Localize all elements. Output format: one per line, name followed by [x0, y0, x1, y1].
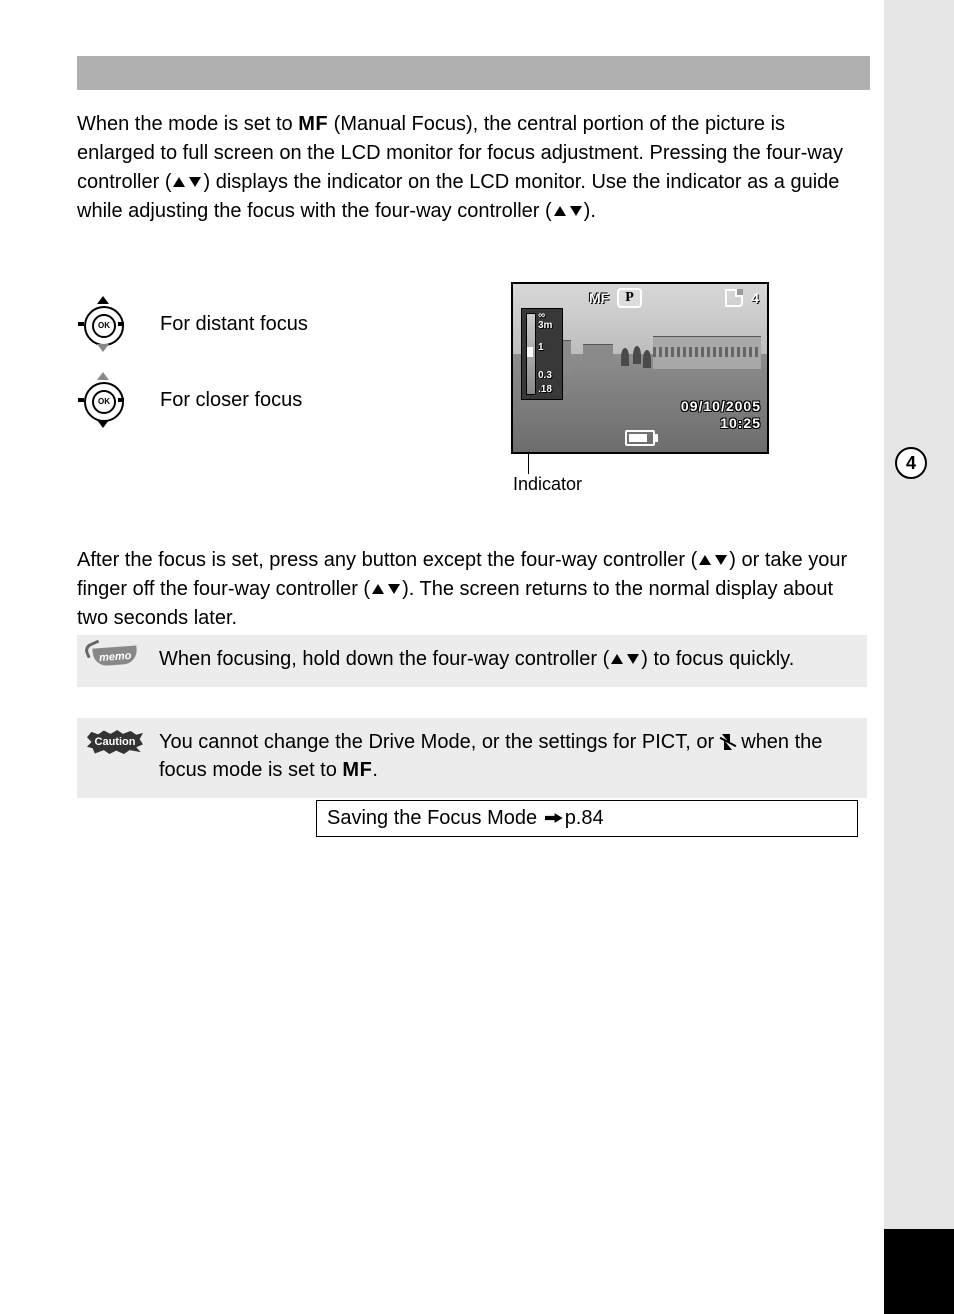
right-margin-rail: [884, 0, 954, 1314]
lcd-preview: MF P 4 ∞ 3m 1 0.3 .18 09/10/2005 10:25: [511, 282, 769, 454]
ref-text: Saving the Focus Mode: [327, 807, 543, 829]
memo-note: memo When focusing, hold down the four-w…: [77, 635, 867, 687]
text: After the focus is set, press any button…: [77, 549, 697, 571]
controller-legend: OK For distant focus OK For closer focus: [82, 296, 308, 448]
right-rail-thumb-tab: [884, 1229, 954, 1314]
callout-leader-line: [528, 454, 529, 474]
text: When the mode is set to: [77, 113, 298, 135]
focus-slider: [527, 347, 533, 357]
up-arrow-icon: [372, 584, 384, 594]
post-focus-paragraph: After the focus is set, press any button…: [77, 546, 855, 633]
focus-indicator-scale: ∞ 3m 1 0.3 .18: [521, 308, 563, 400]
text: When focusing, hold down the four-way co…: [159, 648, 609, 670]
down-arrow-icon: [627, 654, 639, 664]
memo-badge: memo: [87, 647, 143, 665]
distant-focus-label: For distant focus: [160, 313, 308, 336]
ok-controller-down-icon: OK: [82, 376, 130, 424]
caution-note: Caution You cannot change the Drive Mode…: [77, 718, 867, 798]
up-arrow-icon: [554, 206, 566, 216]
scale-mark: 3m: [538, 321, 552, 331]
down-arrow-icon: [715, 555, 727, 565]
lcd-mf-label: MF: [589, 290, 609, 306]
lcd-datetime: 09/10/2005 10:25: [681, 398, 761, 432]
text: You cannot change the Drive Mode, or the…: [159, 731, 720, 753]
ok-controller-up-icon: OK: [82, 300, 130, 348]
cross-reference-box: Saving the Focus Mode p.84: [316, 800, 858, 837]
lcd-mode-icon: P: [617, 288, 642, 308]
battery-icon: [625, 430, 655, 446]
memory-card-icon: [725, 289, 743, 307]
remaining-shots: 4: [751, 290, 759, 306]
closer-focus-row: OK For closer focus: [82, 372, 308, 428]
section-number-badge: 4: [895, 447, 927, 479]
down-arrow-icon: [189, 177, 201, 187]
down-arrow-icon: [570, 206, 582, 216]
scale-mark: .18: [538, 385, 552, 395]
pointer-hand-icon: [545, 811, 563, 825]
lcd-date: 09/10/2005: [681, 398, 761, 414]
text: ) to focus quickly.: [641, 648, 794, 670]
mf-label: MF: [298, 113, 328, 135]
down-arrow-icon: [388, 584, 400, 594]
page: 4 When the mode is set to MF (Manual Foc…: [0, 0, 954, 1314]
scale-mark: 1: [538, 343, 544, 353]
no-flash-icon: [720, 734, 736, 750]
text: ).: [584, 200, 596, 222]
intro-paragraph: When the mode is set to MF (Manual Focus…: [77, 110, 857, 244]
indicator-callout-label: Indicator: [513, 474, 582, 495]
up-arrow-icon: [173, 177, 185, 187]
closer-focus-label: For closer focus: [160, 389, 302, 412]
ref-page: p.84: [565, 807, 604, 829]
distant-focus-row: OK For distant focus: [82, 296, 308, 352]
up-arrow-icon: [699, 555, 711, 565]
caution-badge: Caution: [87, 730, 143, 754]
up-arrow-icon: [611, 654, 623, 664]
scale-mark: 0.3: [538, 371, 552, 381]
lcd-time: 10:25: [681, 415, 761, 432]
text: .: [372, 759, 378, 781]
heading-bar: [77, 56, 870, 90]
mf-label: MF: [342, 759, 372, 781]
